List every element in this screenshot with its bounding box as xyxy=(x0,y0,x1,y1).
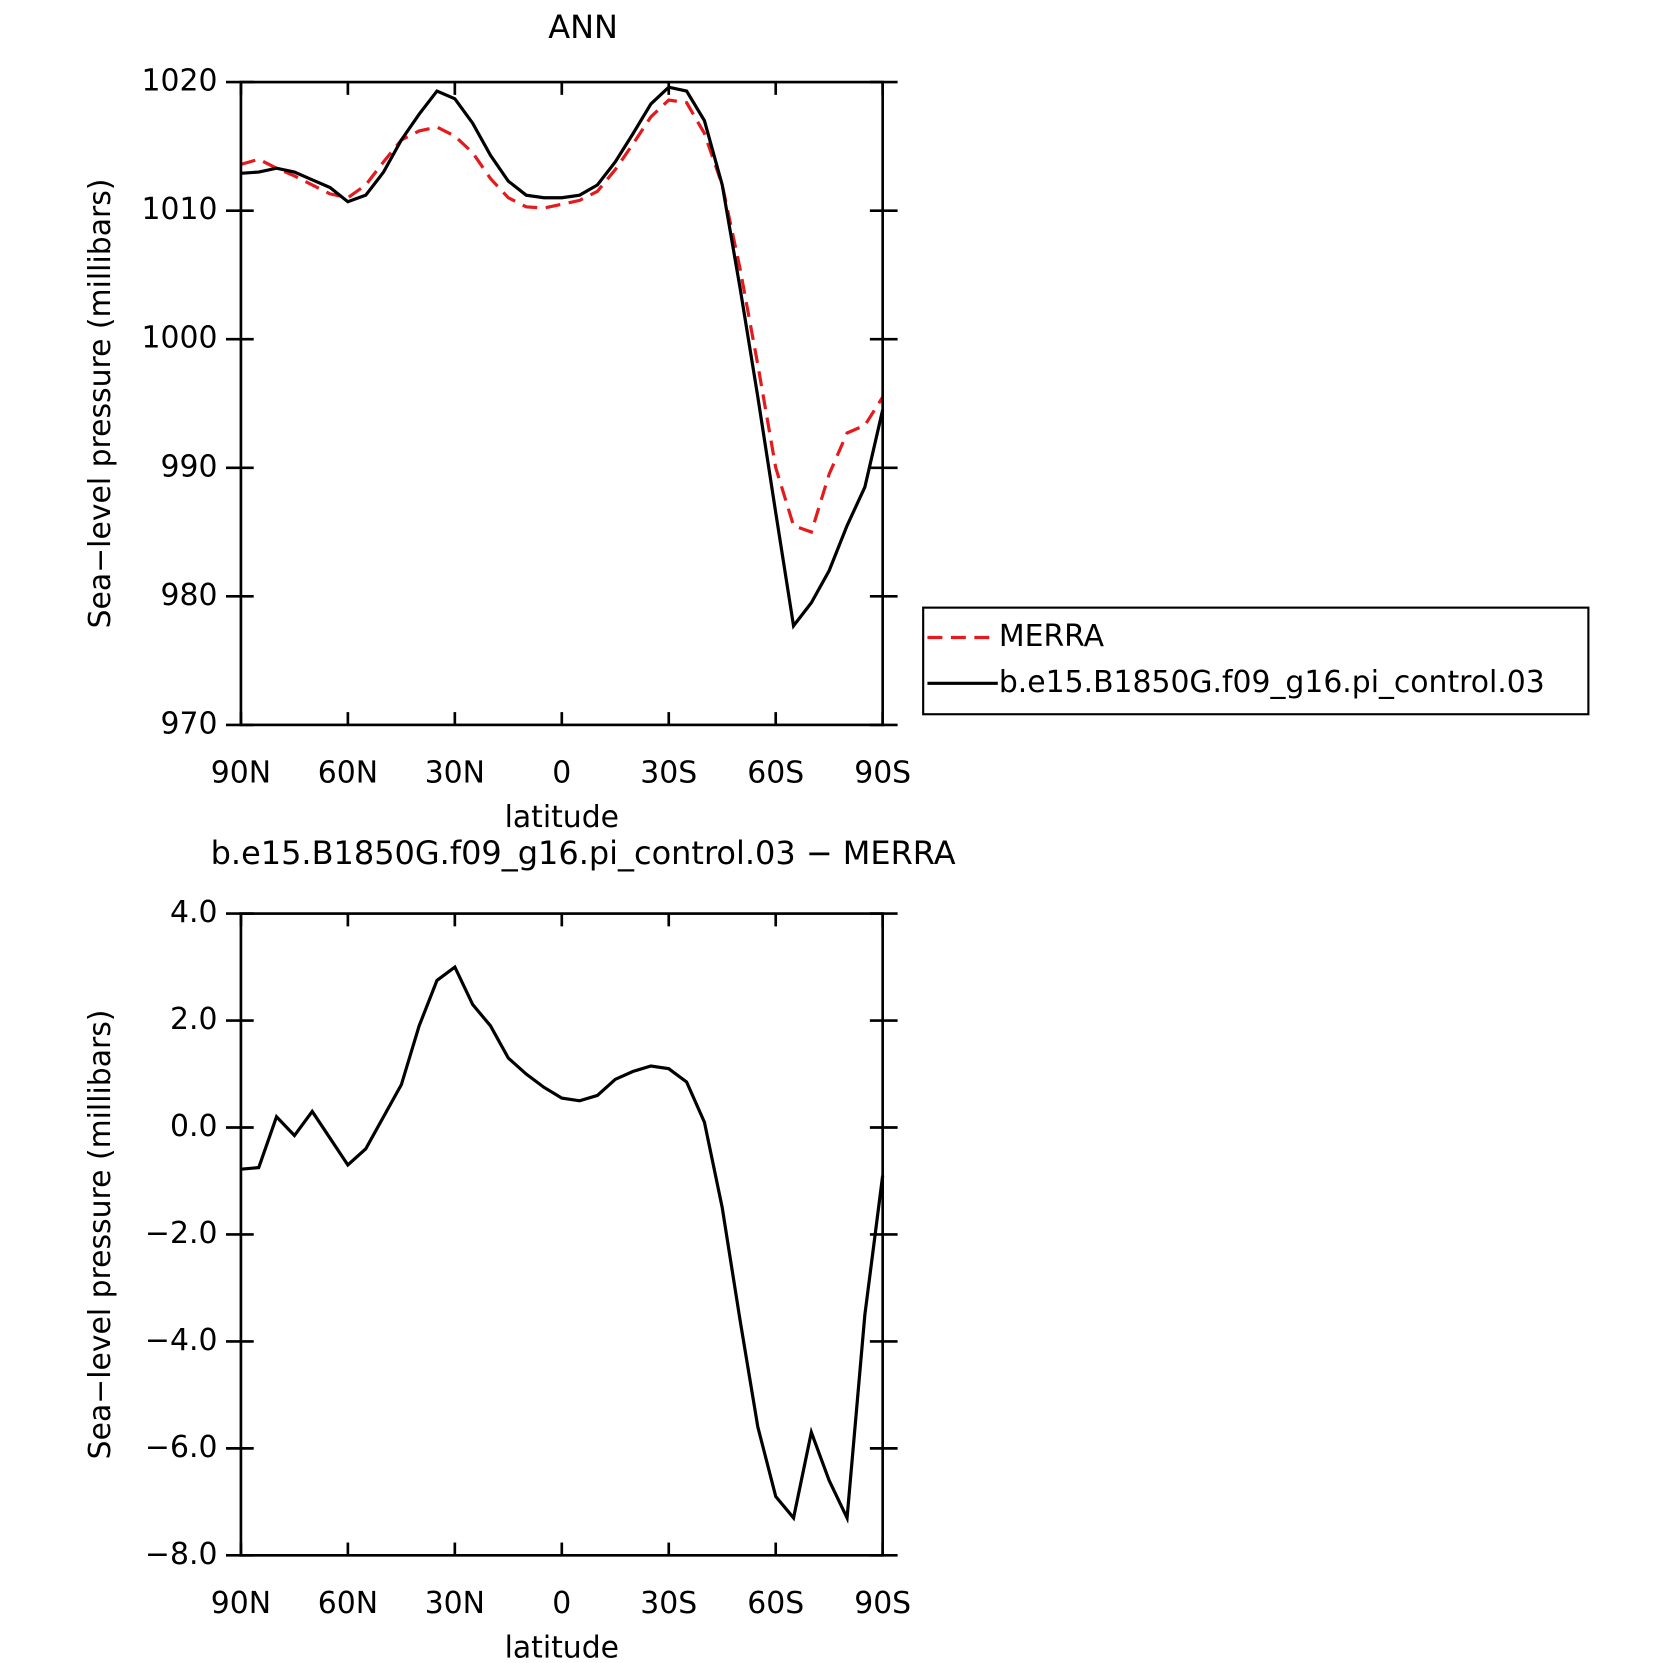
x-tick-label: 90S xyxy=(854,1586,911,1621)
y-tick-label: −4.0 xyxy=(145,1323,217,1358)
y-axis-label: Sea−level pressure (millibars) xyxy=(83,179,118,629)
y-tick-label: 0.0 xyxy=(170,1109,217,1144)
x-tick-label: 30N xyxy=(425,755,485,790)
x-tick-label: 60S xyxy=(747,755,804,790)
y-tick-label: 990 xyxy=(161,449,218,484)
x-tick-label: 60S xyxy=(747,1586,804,1621)
data-line xyxy=(240,964,885,1524)
y-tick-label: 1020 xyxy=(142,64,218,99)
y-axis-label: Sea−level pressure (millibars) xyxy=(83,1010,118,1460)
chart-title: b.e15.B1850G.f09_g16.pi_control.03 − MER… xyxy=(211,834,956,872)
x-tick-label: 90S xyxy=(854,755,911,790)
data-line xyxy=(240,85,885,630)
x-tick-label: 60N xyxy=(318,1586,378,1621)
chart-title: ANN xyxy=(548,8,618,46)
data-line xyxy=(240,98,885,535)
y-tick-label: 1010 xyxy=(142,192,218,227)
x-tick-label: 30S xyxy=(640,1586,697,1621)
y-tick-label: 2.0 xyxy=(170,1002,217,1037)
x-tick-label: 90N xyxy=(211,1586,271,1621)
x-tick-label: 90N xyxy=(211,755,271,790)
y-tick-label: 970 xyxy=(161,706,218,741)
x-axis-label: latitude xyxy=(505,800,619,835)
legend-label: b.e15.B1850G.f09_g16.pi_control.03 xyxy=(999,665,1545,700)
y-tick-label: −2.0 xyxy=(145,1216,217,1251)
x-tick-label: 30N xyxy=(425,1586,485,1621)
y-tick-label: −6.0 xyxy=(145,1430,217,1465)
x-tick-label: 30S xyxy=(640,755,697,790)
y-tick-label: −8.0 xyxy=(145,1537,217,1572)
y-tick-label: 1000 xyxy=(142,321,218,356)
plot-frame xyxy=(239,80,885,727)
y-tick-label: 980 xyxy=(161,578,218,613)
x-tick-label: 0 xyxy=(552,1586,571,1621)
plot-frame xyxy=(239,912,885,1557)
legend-box xyxy=(922,606,1590,716)
legend-label: MERRA xyxy=(999,619,1105,654)
y-tick-label: 4.0 xyxy=(170,895,217,930)
x-axis-label: latitude xyxy=(505,1631,619,1663)
x-tick-label: 0 xyxy=(552,755,571,790)
x-tick-label: 60N xyxy=(318,755,378,790)
